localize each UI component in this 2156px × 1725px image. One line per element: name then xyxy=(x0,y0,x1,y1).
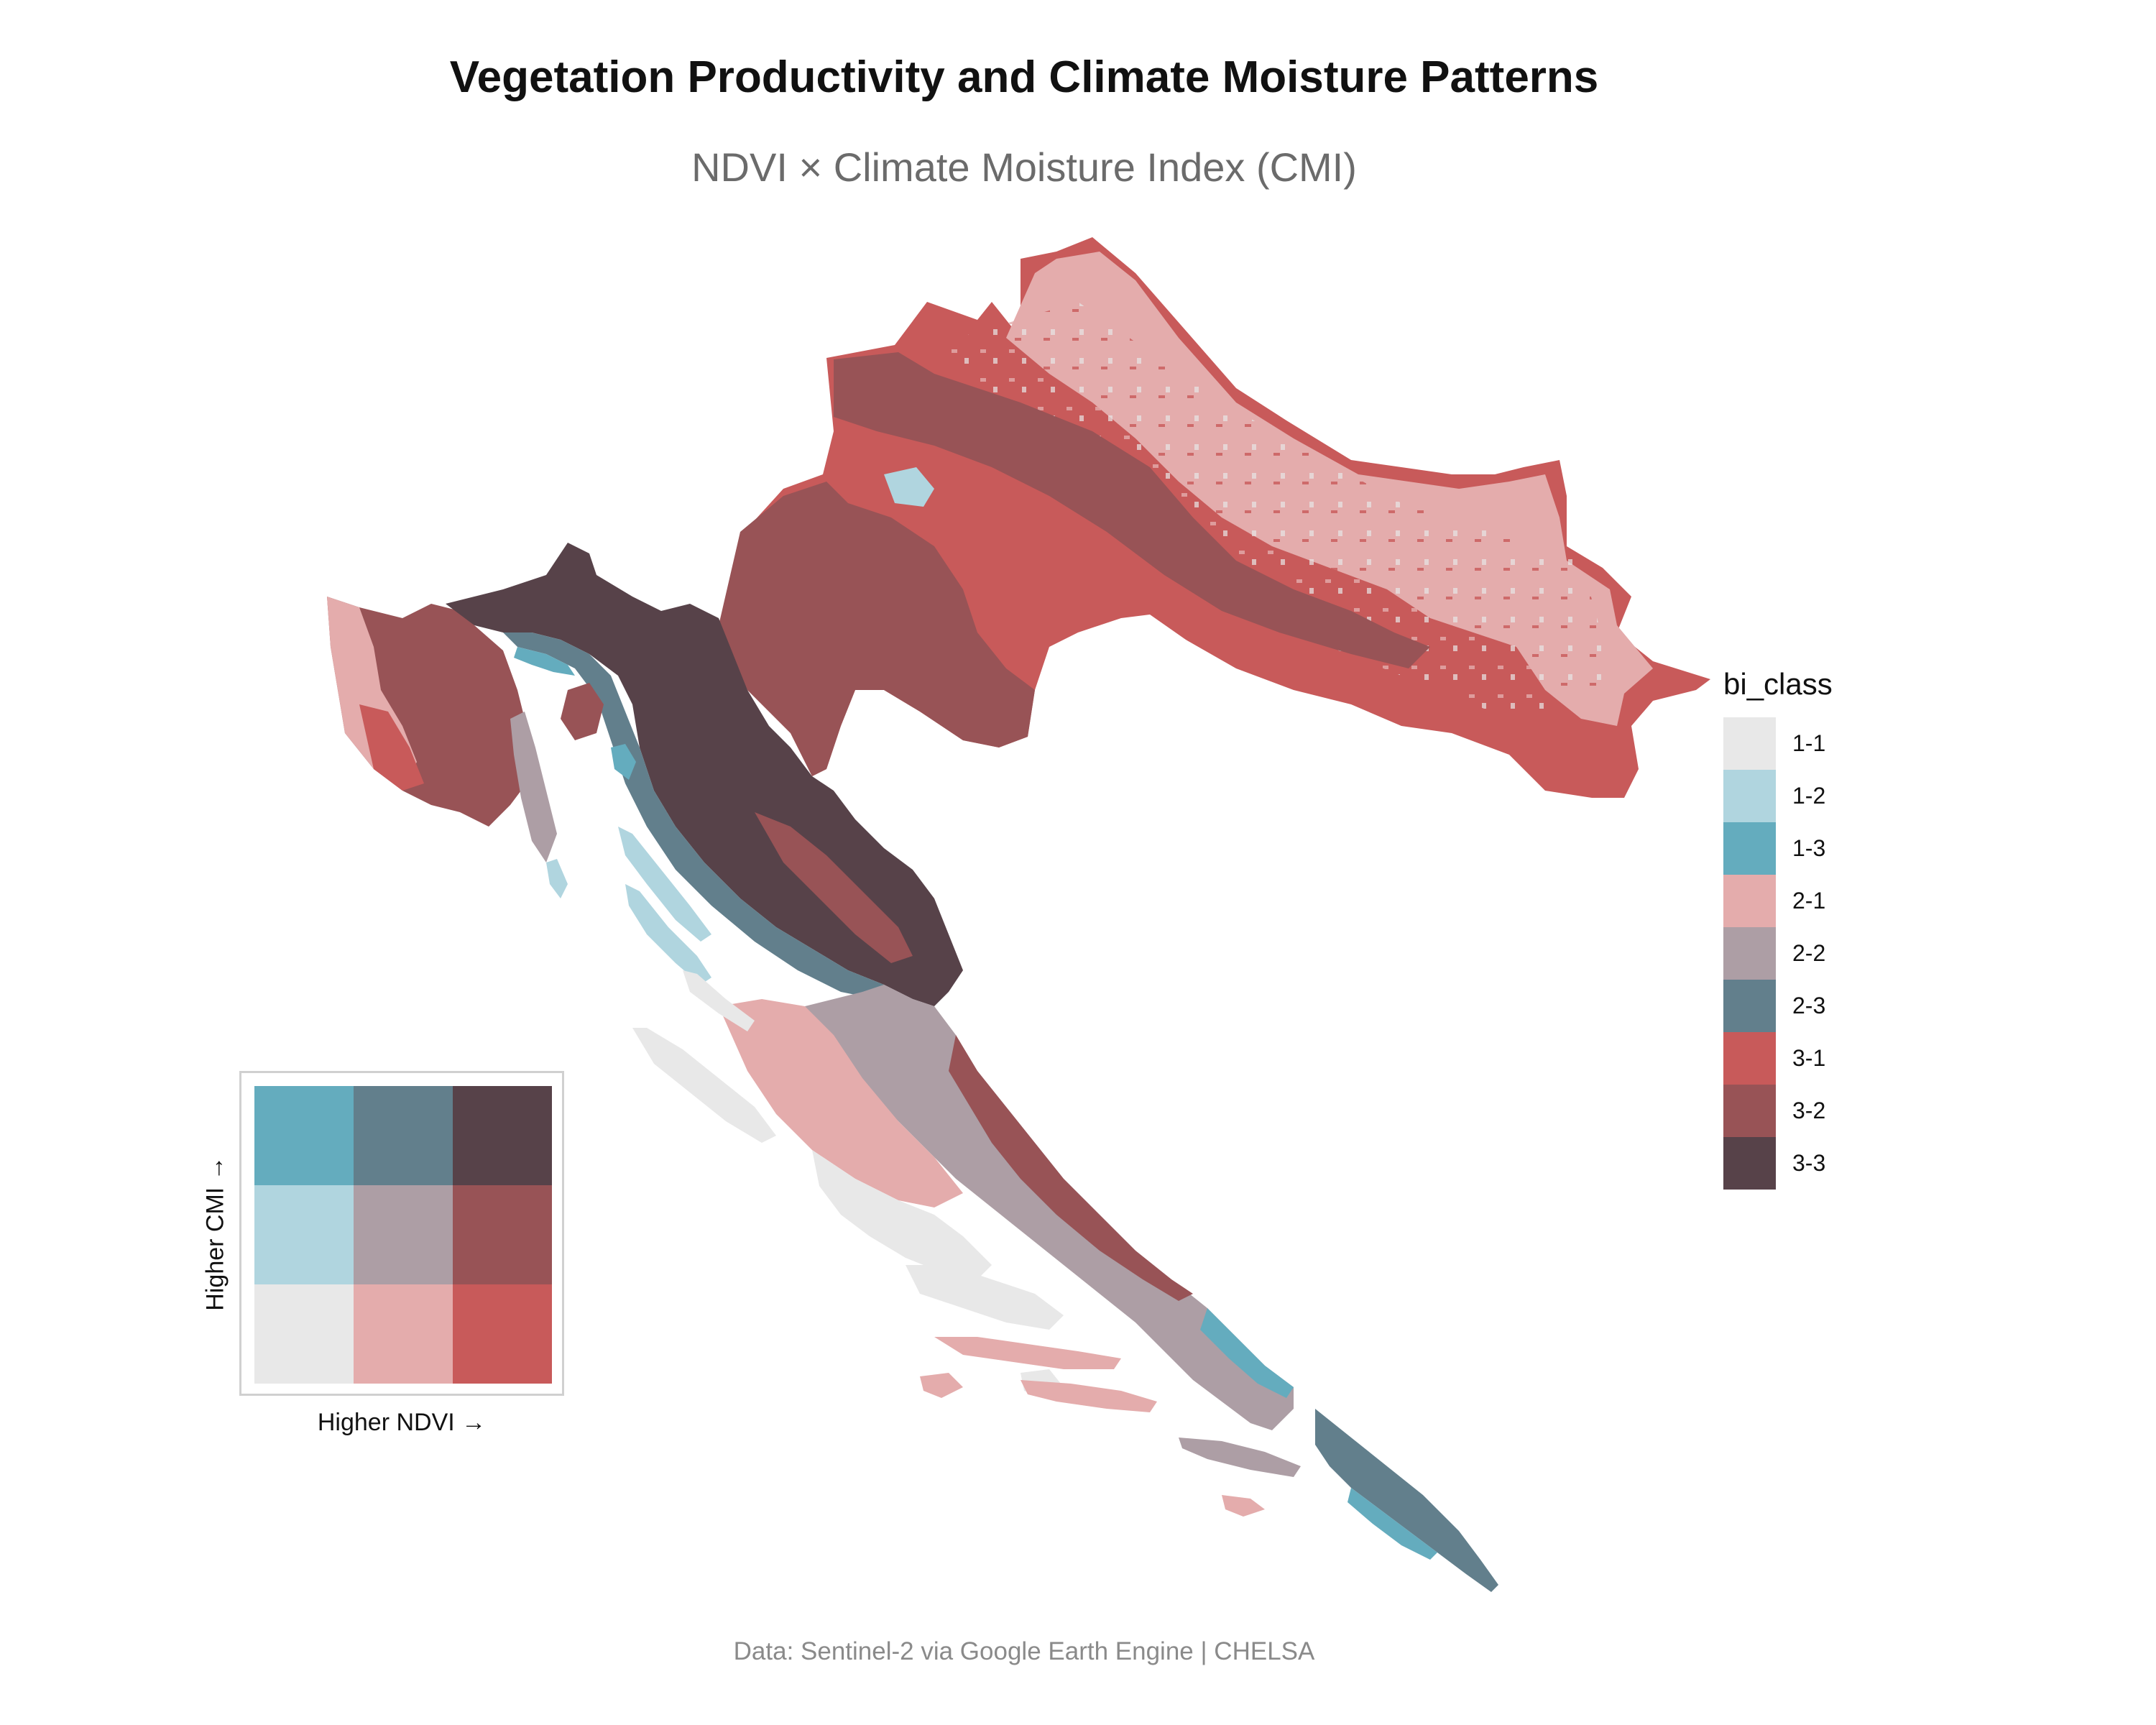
legend-item: 3-2 xyxy=(1723,1085,1939,1137)
island-hvar xyxy=(934,1337,1121,1369)
region-dalmatia-bare xyxy=(812,1150,992,1279)
map-title: Vegetation Productivity and Climate Mois… xyxy=(449,52,1599,102)
legend-swatch xyxy=(1723,1032,1776,1085)
island-far-south xyxy=(1222,1495,1265,1517)
key-cell-1-2 xyxy=(254,1185,354,1284)
legend-swatch xyxy=(1723,822,1776,875)
legend-item: 2-2 xyxy=(1723,927,1939,980)
island-ugljan xyxy=(683,970,755,1031)
legend-swatch xyxy=(1723,770,1776,822)
key-x-axis-label: Higher NDVI → xyxy=(317,1409,487,1436)
wetland-patch xyxy=(884,467,934,507)
region-istria-coast xyxy=(359,704,424,791)
island-lastovo xyxy=(920,1373,963,1398)
island-kornati xyxy=(632,1028,776,1143)
island-pag xyxy=(618,827,711,942)
legend-swatch xyxy=(1723,875,1776,927)
region-dalmatia-coastal-dry xyxy=(719,999,963,1208)
legend-label: 1-1 xyxy=(1792,730,1826,756)
island-rab xyxy=(611,744,636,780)
legend-label: 1-3 xyxy=(1792,835,1826,861)
legend-item: 1-3 xyxy=(1723,822,1939,875)
region-pannonian-ridge xyxy=(834,352,1430,668)
region-lika-rim xyxy=(514,647,575,676)
legend-label: 2-2 xyxy=(1792,940,1826,966)
legend-item: 2-1 xyxy=(1723,875,1939,927)
key-cell-1-3 xyxy=(254,1086,354,1185)
region-pannonian-speckle xyxy=(934,302,1617,719)
key-cell-3-3 xyxy=(453,1086,552,1185)
legend-swatch xyxy=(1723,980,1776,1032)
legend-label: 3-1 xyxy=(1792,1045,1826,1071)
legend-item: 3-3 xyxy=(1723,1137,1939,1190)
island-brac xyxy=(906,1265,1064,1330)
legend-label: 3-3 xyxy=(1792,1150,1826,1176)
island-krk xyxy=(561,683,604,740)
island-losinj xyxy=(546,859,568,898)
key-cell-1-1 xyxy=(254,1284,354,1384)
region-dalmatia-wet xyxy=(1200,1308,1294,1398)
legend-swatch xyxy=(1723,717,1776,770)
legend-item: 3-1 xyxy=(1723,1032,1939,1085)
island-dugi-otok xyxy=(625,884,711,985)
island-mljet xyxy=(1179,1438,1301,1477)
legend-item: 1-2 xyxy=(1723,770,1939,822)
data-source-caption: Data: Sentinel-2 via Google Earth Engine… xyxy=(733,1637,1315,1665)
legend-label: 2-1 xyxy=(1792,888,1826,914)
legend-label: 3-2 xyxy=(1792,1098,1826,1123)
island-cres xyxy=(510,712,557,862)
legend-swatch xyxy=(1723,1137,1776,1190)
island-korcula xyxy=(1021,1380,1157,1412)
key-cell-2-3 xyxy=(354,1086,453,1185)
bivariate-key xyxy=(239,1071,564,1396)
region-central-plateau xyxy=(719,482,1035,776)
region-dubrovnik xyxy=(1315,1409,1498,1592)
legend-label: 1-2 xyxy=(1792,783,1826,809)
legend-item: 1-1 xyxy=(1723,717,1939,770)
key-cell-2-1 xyxy=(354,1284,453,1384)
map-subtitle: NDVI × Climate Moisture Index (CMI) xyxy=(691,144,1357,190)
legend-swatch xyxy=(1723,1085,1776,1137)
legend-item: 2-3 xyxy=(1723,980,1939,1032)
region-dubrovnik-coast xyxy=(1348,1488,1437,1560)
legend-swatch xyxy=(1723,927,1776,980)
key-y-axis-label: Higher CMI → xyxy=(201,1156,229,1311)
key-cell-2-2 xyxy=(354,1185,453,1284)
region-lika-inner xyxy=(755,812,913,963)
key-cell-3-2 xyxy=(453,1185,552,1284)
legend-title: bi_class xyxy=(1723,667,1833,701)
key-cell-3-1 xyxy=(453,1284,552,1384)
legend-label: 2-3 xyxy=(1792,993,1826,1018)
